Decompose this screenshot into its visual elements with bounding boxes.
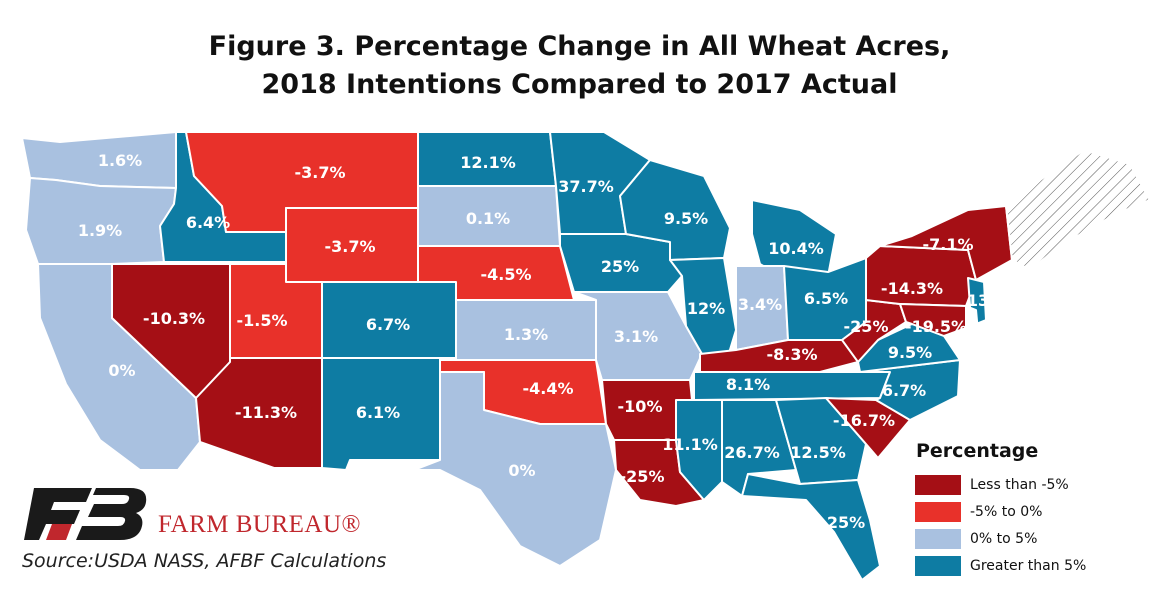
state-label-pa: -14.3% (881, 279, 943, 298)
state-label-tn: 8.1% (726, 375, 770, 394)
state-label-wi: 9.5% (664, 209, 708, 228)
title-line-1: Figure 3. Percentage Change in All Wheat… (208, 31, 951, 62)
state-nc (859, 359, 961, 421)
legend-title: Percentage (916, 440, 1039, 462)
legend-label: Greater than 5% (970, 558, 1087, 574)
state-label-or: 1.9% (78, 221, 122, 240)
state-label-va: 9.5% (888, 343, 932, 362)
state-label-sd: 0.1% (466, 209, 510, 228)
legend-swatch (914, 474, 962, 496)
state-label-wy: -3.7% (324, 237, 375, 256)
legend-swatch (914, 528, 962, 550)
state-ne_states (1005, 149, 1151, 271)
state-label-ga: 12.5% (790, 443, 846, 462)
state-label-fl: 25% (827, 513, 865, 532)
state-label-mo: 3.1% (614, 327, 658, 346)
state-label-ne: -4.5% (480, 265, 531, 284)
figure-title: Figure 3. Percentage Change in All Wheat… (0, 28, 1159, 104)
state-label-wa: 1.6% (98, 151, 142, 170)
state-label-az: -11.3% (235, 403, 297, 422)
state-tn (693, 371, 891, 401)
state-label-oh: 6.5% (804, 289, 848, 308)
legend-label: -5% to 0% (970, 504, 1043, 520)
state-label-ia: 25% (601, 257, 639, 276)
state-label-mn: 37.7% (558, 177, 614, 196)
state-label-il: 12% (687, 299, 725, 318)
state-label-md: -19.5% (905, 317, 967, 336)
state-tx (413, 371, 617, 567)
state-label-nc: 6.7% (882, 381, 926, 400)
legend: Percentage Less than -5% -5% to 0% 0% to… (914, 440, 1154, 580)
state-label-id: 6.4% (186, 213, 230, 232)
farm-bureau-logo-icon (24, 488, 147, 540)
state-label-mt: -3.7% (294, 163, 345, 182)
state-label-tx: 0% (508, 461, 535, 480)
state-label-ky: -8.3% (766, 345, 817, 364)
title-line-2: 2018 Intentions Compared to 2017 Actual (261, 69, 898, 100)
state-label-mi: 10.4% (768, 239, 824, 258)
legend-swatch (914, 555, 962, 577)
state-label-ca: 0% (108, 361, 135, 380)
state-fl (741, 473, 881, 581)
state-label-co: 6.7% (366, 315, 410, 334)
legend-item: Greater than 5% (914, 553, 1154, 579)
state-sc (825, 397, 911, 459)
state-label-nm: 6.1% (356, 403, 400, 422)
state-label-nd: 12.1% (460, 153, 516, 172)
state-nm (321, 357, 441, 471)
state-label-ks: 1.3% (504, 325, 548, 344)
state-label-al: 26.7% (724, 443, 780, 462)
legend-label: 0% to 5% (970, 531, 1038, 547)
farm-bureau-wordmark: FARM BUREAU® (158, 511, 362, 538)
state-label-nj: 13% (967, 291, 1005, 310)
state-label-ms: 11.1% (662, 435, 718, 454)
state-label-sc: -16.7% (833, 411, 895, 430)
state-de (965, 305, 979, 333)
legend-item: 0% to 5% (914, 526, 1154, 552)
legend-label: Less than -5% (970, 477, 1069, 493)
legend-item: Less than -5% (914, 472, 1154, 498)
state-label-la: -25% (620, 467, 665, 486)
state-label-wv: -25% (844, 317, 889, 336)
state-label-ut: -1.5% (236, 311, 287, 330)
source-note: Source:USDA NASS, AFBF Calculations (22, 550, 387, 572)
state-label-in: 3.4% (738, 295, 782, 314)
state-label-ar: -10% (618, 397, 663, 416)
legend-item: -5% to 0% (914, 499, 1154, 525)
legend-swatch (914, 501, 962, 523)
state-label-ny: -7.1% (922, 235, 973, 254)
state-label-ok: -4.4% (522, 379, 573, 398)
state-label-nv: -10.3% (143, 309, 205, 328)
